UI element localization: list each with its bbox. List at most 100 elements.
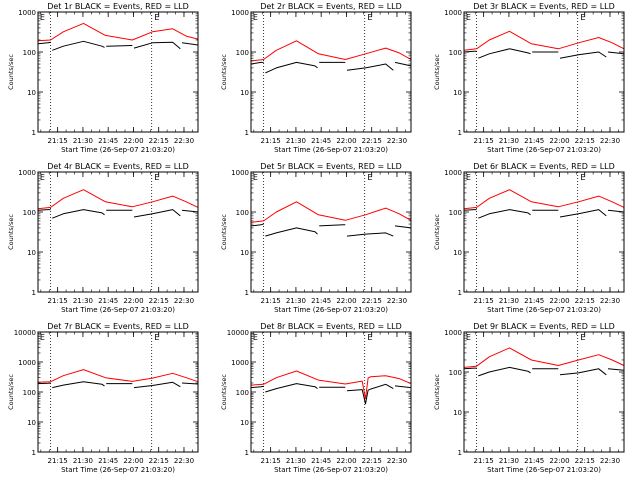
series-line-events	[346, 383, 394, 405]
x-tick-label: 22:15	[149, 137, 169, 145]
y-axis-label: Counts/sec	[220, 214, 228, 250]
x-tick-label: 21:15	[261, 457, 281, 465]
series-line-events	[607, 368, 625, 371]
series-line-events	[181, 42, 199, 46]
y-tick-label: 10	[240, 89, 249, 97]
x-tick-label: 21:30	[73, 457, 93, 465]
y-tick-label: 1000	[18, 9, 36, 17]
plot-frame	[463, 331, 625, 453]
x-tick-label: 22:15	[149, 457, 169, 465]
series-line-events	[133, 209, 181, 218]
x-tick-label: 21:30	[286, 137, 306, 145]
chart-panel-7: Det 7r BLACK = Events, RED = LLD 1 10 100 10…	[7, 322, 199, 474]
x-tick-label: 22:30	[600, 297, 620, 305]
x-tick-label: 21:15	[474, 457, 494, 465]
x-tick-label: 21:15	[48, 457, 68, 465]
series-line-events	[607, 51, 625, 55]
x-tick-label: 21:45	[98, 297, 118, 305]
x-tick-label: 21:45	[98, 457, 118, 465]
corner-marker: E	[367, 173, 372, 182]
series-line-lld	[463, 189, 625, 210]
y-tick-label: 10	[453, 249, 462, 257]
y-tick-label: 1	[245, 129, 249, 137]
y-tick-label: 100	[23, 209, 36, 217]
series-line-lld	[463, 30, 625, 51]
corner-marker: E	[253, 173, 258, 182]
y-tick-label: 1000	[18, 169, 36, 177]
y-tick-label: 100	[236, 49, 249, 57]
y-tick-label: 100	[23, 389, 36, 397]
series-line-events	[250, 61, 264, 65]
series-line-events	[346, 63, 394, 71]
chart-panel-9: Det 9r BLACK = Events, RED = LLD 1 10 100 10…	[433, 322, 625, 474]
y-tick-label: 1000	[444, 329, 462, 337]
y-axis-label: Counts/sec	[433, 214, 441, 250]
series-line-lld	[37, 189, 199, 210]
corner-marker: E	[580, 13, 585, 22]
x-tick-label: 21:45	[311, 457, 331, 465]
corner-marker: E	[466, 13, 471, 22]
series-line-events	[265, 61, 318, 74]
y-tick-label: 10000	[14, 329, 36, 337]
x-tick-label: 21:15	[474, 297, 494, 305]
series-line-lld	[250, 40, 412, 62]
y-tick-label: 10	[240, 419, 249, 427]
y-tick-label: 1	[458, 449, 462, 457]
y-tick-label: 1	[32, 129, 36, 137]
series-line-events	[394, 61, 412, 67]
x-tick-label: 21:15	[48, 297, 68, 305]
plot-frame	[37, 171, 199, 293]
y-tick-label: 10	[240, 249, 249, 257]
x-tick-label: 22:30	[600, 137, 620, 145]
y-tick-label: 10	[453, 89, 462, 97]
y-tick-label: 1000	[231, 169, 249, 177]
x-tick-label: 22:30	[600, 457, 620, 465]
series-line-events	[346, 232, 394, 237]
chart-title: Det 8r BLACK = Events, RED = LLD	[260, 322, 402, 331]
x-axis-label: Start Time (26-Sep-07 21:03:20)	[61, 306, 175, 314]
series-line-events	[37, 382, 51, 385]
y-tick-label: 1	[245, 449, 249, 457]
plot-frame	[463, 11, 625, 133]
series-line-events	[52, 381, 105, 389]
series-line-events	[250, 385, 264, 389]
y-tick-label: 100	[23, 49, 36, 57]
corner-marker: E	[580, 333, 585, 342]
series-line-events	[478, 366, 531, 377]
corner-marker: E	[367, 13, 372, 22]
series-line-lld	[463, 347, 625, 368]
chart-title: Det 6r BLACK = Events, RED = LLD	[473, 162, 615, 171]
x-axis-label: Start Time (26-Sep-07 21:03:20)	[61, 466, 175, 474]
corner-marker: E	[367, 333, 372, 342]
y-tick-label: 1000	[18, 359, 36, 367]
x-tick-label: 21:15	[474, 137, 494, 145]
x-axis-label: Start Time (26-Sep-07 21:03:20)	[487, 306, 601, 314]
y-tick-label: 10	[27, 419, 36, 427]
y-axis-label: Counts/sec	[220, 54, 228, 90]
x-tick-label: 21:45	[524, 297, 544, 305]
y-tick-label: 1000	[231, 9, 249, 17]
x-tick-label: 22:00	[123, 137, 143, 145]
x-tick-label: 22:30	[174, 297, 194, 305]
x-tick-label: 21:30	[73, 137, 93, 145]
chart-panel-5: Det 5r BLACK = Events, RED = LLD 1 10 100 10…	[220, 162, 412, 314]
x-tick-label: 22:30	[387, 137, 407, 145]
x-tick-label: 22:15	[575, 297, 595, 305]
x-tick-label: 21:15	[48, 137, 68, 145]
series-line-lld	[37, 369, 199, 383]
x-tick-label: 21:30	[499, 457, 519, 465]
x-tick-label: 22:00	[549, 137, 569, 145]
x-tick-label: 22:30	[174, 457, 194, 465]
series-line-events	[559, 51, 607, 59]
x-tick-label: 21:45	[98, 137, 118, 145]
y-tick-label: 1	[32, 289, 36, 297]
x-tick-label: 22:30	[174, 137, 194, 145]
x-tick-label: 21:15	[261, 137, 281, 145]
corner-marker: E	[154, 13, 159, 22]
x-tick-label: 22:30	[387, 297, 407, 305]
series-line-events	[52, 40, 105, 51]
plot-frame	[463, 171, 625, 293]
series-line-events	[319, 224, 346, 227]
